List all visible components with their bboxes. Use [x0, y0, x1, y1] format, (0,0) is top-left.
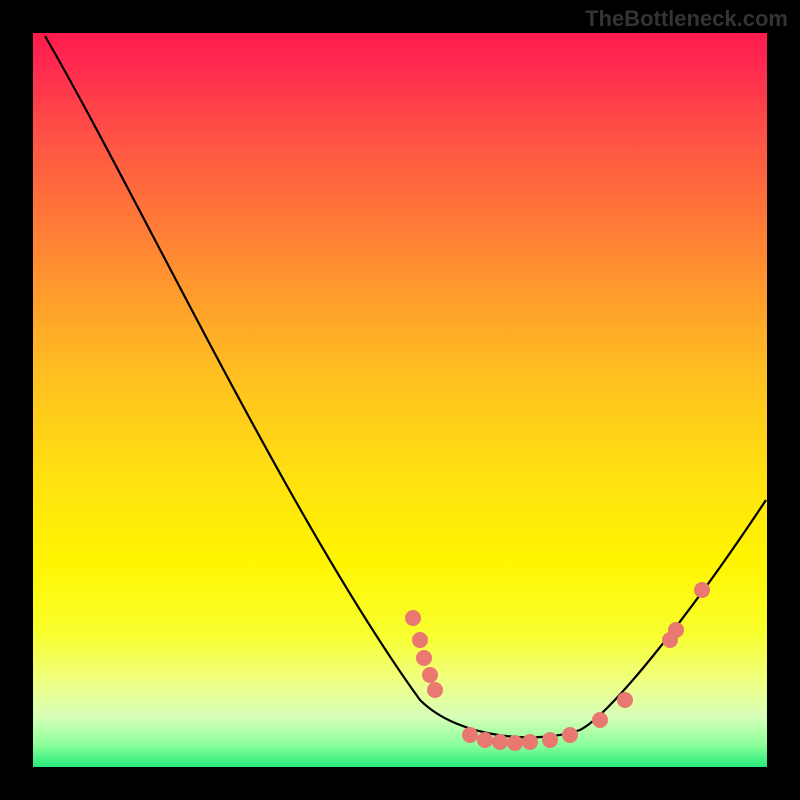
watermark-label: TheBottleneck.com — [585, 6, 788, 32]
chart-svg — [0, 0, 800, 800]
data-marker — [427, 682, 443, 698]
data-marker — [477, 732, 493, 748]
data-marker — [462, 727, 478, 743]
data-marker — [542, 732, 558, 748]
data-marker — [617, 692, 633, 708]
data-marker — [694, 582, 710, 598]
data-marker — [522, 734, 538, 750]
data-marker — [412, 632, 428, 648]
data-marker — [592, 712, 608, 728]
data-marker — [422, 667, 438, 683]
data-marker — [507, 735, 523, 751]
plot-background — [32, 32, 768, 768]
data-marker — [668, 622, 684, 638]
data-marker — [562, 727, 578, 743]
bottleneck-chart: TheBottleneck.com — [0, 0, 800, 800]
data-marker — [416, 650, 432, 666]
data-marker — [492, 734, 508, 750]
data-marker — [405, 610, 421, 626]
